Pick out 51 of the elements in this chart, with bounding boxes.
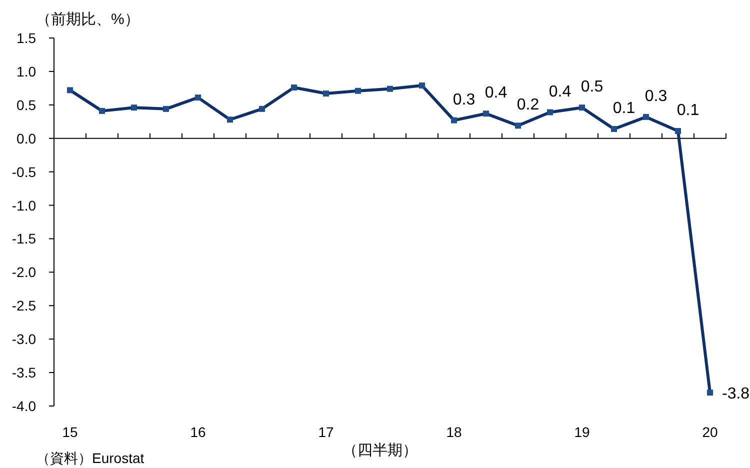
y-tick-label: -2.0 — [12, 264, 36, 280]
point — [579, 104, 585, 111]
point — [675, 128, 681, 134]
x-axis-title: （四半期） — [342, 442, 418, 459]
point — [291, 84, 297, 91]
y-tick-label: -3.5 — [12, 364, 36, 381]
point — [547, 109, 553, 116]
y-tick-label: -4.0 — [12, 398, 36, 414]
y-tick-label: 1.5 — [16, 30, 36, 46]
point — [227, 116, 233, 123]
y-tick-label: 1.0 — [16, 63, 36, 80]
x-tick-label: 17 — [318, 424, 334, 440]
point — [707, 390, 713, 396]
point — [163, 106, 169, 112]
text: （資料）Eurostat — [36, 450, 144, 466]
point — [131, 104, 137, 111]
y-tick-label: 0.0 — [16, 130, 36, 146]
point — [483, 110, 489, 117]
point — [643, 114, 649, 120]
x-tick-label: 15 — [62, 424, 78, 440]
point — [323, 90, 329, 97]
point — [515, 122, 521, 129]
data-label: 0.5 — [580, 78, 604, 96]
y-tick-label: -0.5 — [12, 164, 36, 180]
point — [99, 108, 105, 114]
data-label: 0.4 — [548, 83, 572, 100]
data-label: 0.3 — [452, 91, 476, 108]
point — [451, 117, 457, 124]
x-tick-label: 16 — [190, 424, 206, 440]
x-tick-label: 19 — [574, 424, 590, 440]
point — [611, 126, 617, 132]
data-label: 0.3 — [644, 88, 668, 105]
y-tick-label: 0.5 — [16, 96, 36, 113]
y-tick-label: -3.0 — [12, 331, 36, 348]
data-label: 0.1 — [612, 100, 636, 117]
data-label: 0.2 — [516, 96, 540, 114]
point — [419, 82, 425, 89]
point — [387, 86, 393, 92]
point — [195, 94, 201, 101]
point — [355, 88, 361, 94]
x-tick-label: 20 — [702, 424, 718, 440]
y-tick-label: -2.5 — [12, 298, 36, 314]
y-tick-label: -1.5 — [12, 230, 36, 247]
point — [259, 106, 265, 112]
point — [67, 87, 73, 94]
y-axis-title: （前期比、%） — [36, 11, 140, 28]
data-label: 0.1 — [676, 102, 700, 120]
x-tick-label: 18 — [446, 424, 462, 440]
data-label: -3.8 — [722, 386, 750, 403]
data-label: 0.4 — [484, 84, 508, 102]
y-tick-label: -1.0 — [12, 197, 36, 214]
